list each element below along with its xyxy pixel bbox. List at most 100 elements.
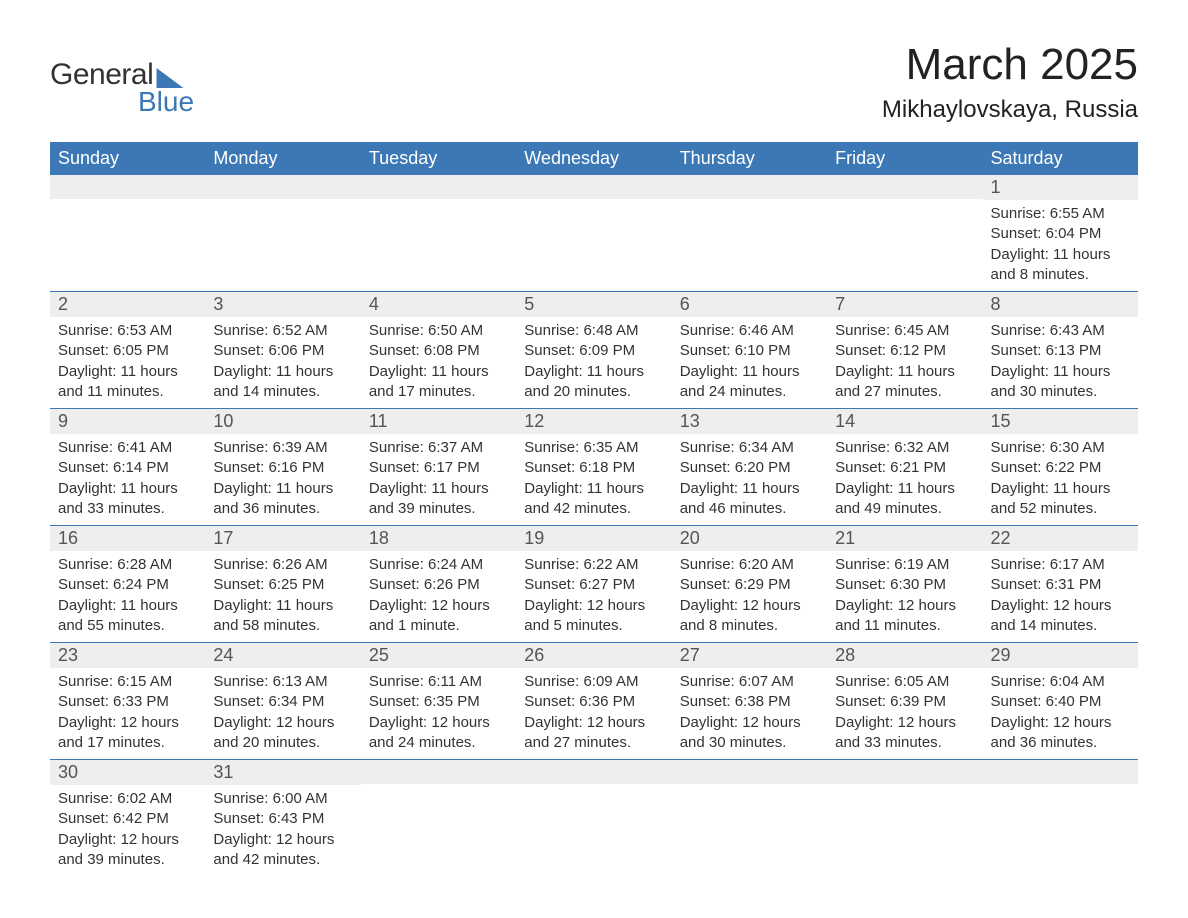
day-number: 24 [205,643,360,668]
calendar-day-cell: 21Sunrise: 6:19 AMSunset: 6:30 PMDayligh… [827,526,982,643]
day-details: Sunrise: 6:13 AMSunset: 6:34 PMDaylight:… [205,668,360,759]
day-number [672,175,827,199]
day-details: Sunrise: 6:39 AMSunset: 6:16 PMDaylight:… [205,434,360,525]
location-subtitle: Mikhaylovskaya, Russia [882,96,1138,124]
calendar-day-cell: 28Sunrise: 6:05 AMSunset: 6:39 PMDayligh… [827,643,982,760]
calendar-week-row: 2Sunrise: 6:53 AMSunset: 6:05 PMDaylight… [50,292,1138,409]
day-number: 14 [827,409,982,434]
day-number: 2 [50,292,205,317]
calendar-body: 1Sunrise: 6:55 AMSunset: 6:04 PMDaylight… [50,175,1138,876]
day-number: 13 [672,409,827,434]
calendar-day-cell: 24Sunrise: 6:13 AMSunset: 6:34 PMDayligh… [205,643,360,760]
day-number [827,175,982,199]
day-details: Sunrise: 6:37 AMSunset: 6:17 PMDaylight:… [361,434,516,525]
day-details: Sunrise: 6:28 AMSunset: 6:24 PMDaylight:… [50,551,205,642]
day-number [672,760,827,784]
day-number: 27 [672,643,827,668]
day-details: Sunrise: 6:55 AMSunset: 6:04 PMDaylight:… [983,200,1138,291]
day-details: Sunrise: 6:45 AMSunset: 6:12 PMDaylight:… [827,317,982,408]
day-details: Sunrise: 6:04 AMSunset: 6:40 PMDaylight:… [983,668,1138,759]
calendar-header-row: SundayMondayTuesdayWednesdayThursdayFrid… [50,142,1138,175]
day-details: Sunrise: 6:48 AMSunset: 6:09 PMDaylight:… [516,317,671,408]
calendar-day-cell: 12Sunrise: 6:35 AMSunset: 6:18 PMDayligh… [516,409,671,526]
day-number [516,760,671,784]
day-details [516,199,671,285]
day-number: 25 [361,643,516,668]
calendar-day-cell [672,175,827,292]
calendar-day-cell: 10Sunrise: 6:39 AMSunset: 6:16 PMDayligh… [205,409,360,526]
day-number: 4 [361,292,516,317]
weekday-header: Thursday [672,142,827,175]
day-details [361,199,516,285]
weekday-header: Saturday [983,142,1138,175]
calendar-day-cell: 25Sunrise: 6:11 AMSunset: 6:35 PMDayligh… [361,643,516,760]
calendar-week-row: 16Sunrise: 6:28 AMSunset: 6:24 PMDayligh… [50,526,1138,643]
logo: General Blue [50,58,194,118]
day-details: Sunrise: 6:50 AMSunset: 6:08 PMDaylight:… [361,317,516,408]
day-details: Sunrise: 6:52 AMSunset: 6:06 PMDaylight:… [205,317,360,408]
day-number [983,760,1138,784]
calendar-day-cell [50,175,205,292]
day-details: Sunrise: 6:05 AMSunset: 6:39 PMDaylight:… [827,668,982,759]
calendar-day-cell: 15Sunrise: 6:30 AMSunset: 6:22 PMDayligh… [983,409,1138,526]
day-details [827,784,982,870]
day-number: 30 [50,760,205,785]
day-number: 12 [516,409,671,434]
day-number [50,175,205,199]
page-title: March 2025 [882,40,1138,90]
day-details: Sunrise: 6:34 AMSunset: 6:20 PMDaylight:… [672,434,827,525]
calendar-day-cell: 2Sunrise: 6:53 AMSunset: 6:05 PMDaylight… [50,292,205,409]
calendar-week-row: 23Sunrise: 6:15 AMSunset: 6:33 PMDayligh… [50,643,1138,760]
calendar-day-cell [361,760,516,877]
day-details [672,784,827,870]
calendar-day-cell: 8Sunrise: 6:43 AMSunset: 6:13 PMDaylight… [983,292,1138,409]
day-details: Sunrise: 6:17 AMSunset: 6:31 PMDaylight:… [983,551,1138,642]
calendar-week-row: 30Sunrise: 6:02 AMSunset: 6:42 PMDayligh… [50,760,1138,877]
day-number: 21 [827,526,982,551]
day-number: 10 [205,409,360,434]
calendar-day-cell: 27Sunrise: 6:07 AMSunset: 6:38 PMDayligh… [672,643,827,760]
calendar-week-row: 9Sunrise: 6:41 AMSunset: 6:14 PMDaylight… [50,409,1138,526]
calendar-day-cell: 6Sunrise: 6:46 AMSunset: 6:10 PMDaylight… [672,292,827,409]
day-number: 9 [50,409,205,434]
day-details: Sunrise: 6:19 AMSunset: 6:30 PMDaylight:… [827,551,982,642]
day-details [827,199,982,285]
day-number: 31 [205,760,360,785]
day-details: Sunrise: 6:07 AMSunset: 6:38 PMDaylight:… [672,668,827,759]
day-details: Sunrise: 6:32 AMSunset: 6:21 PMDaylight:… [827,434,982,525]
header: General Blue March 2025 Mikhaylovskaya, … [50,40,1138,124]
calendar-day-cell: 31Sunrise: 6:00 AMSunset: 6:43 PMDayligh… [205,760,360,877]
calendar-day-cell: 19Sunrise: 6:22 AMSunset: 6:27 PMDayligh… [516,526,671,643]
day-details: Sunrise: 6:30 AMSunset: 6:22 PMDaylight:… [983,434,1138,525]
calendar-day-cell [361,175,516,292]
logo-text-blue: Blue [138,86,194,118]
day-number: 18 [361,526,516,551]
day-details: Sunrise: 6:02 AMSunset: 6:42 PMDaylight:… [50,785,205,876]
logo-top: General [50,58,194,92]
day-details: Sunrise: 6:15 AMSunset: 6:33 PMDaylight:… [50,668,205,759]
day-details [983,784,1138,870]
day-number: 17 [205,526,360,551]
calendar-day-cell: 11Sunrise: 6:37 AMSunset: 6:17 PMDayligh… [361,409,516,526]
day-details: Sunrise: 6:53 AMSunset: 6:05 PMDaylight:… [50,317,205,408]
title-block: March 2025 Mikhaylovskaya, Russia [882,40,1138,124]
day-number: 3 [205,292,360,317]
calendar-day-cell: 17Sunrise: 6:26 AMSunset: 6:25 PMDayligh… [205,526,360,643]
day-number: 20 [672,526,827,551]
calendar-week-row: 1Sunrise: 6:55 AMSunset: 6:04 PMDaylight… [50,175,1138,292]
calendar-day-cell: 30Sunrise: 6:02 AMSunset: 6:42 PMDayligh… [50,760,205,877]
day-number [205,175,360,199]
calendar-day-cell: 13Sunrise: 6:34 AMSunset: 6:20 PMDayligh… [672,409,827,526]
day-number: 7 [827,292,982,317]
weekday-header: Tuesday [361,142,516,175]
calendar-day-cell [827,760,982,877]
day-number [361,175,516,199]
calendar-day-cell: 14Sunrise: 6:32 AMSunset: 6:21 PMDayligh… [827,409,982,526]
calendar-day-cell: 7Sunrise: 6:45 AMSunset: 6:12 PMDaylight… [827,292,982,409]
calendar-day-cell: 22Sunrise: 6:17 AMSunset: 6:31 PMDayligh… [983,526,1138,643]
calendar-day-cell: 9Sunrise: 6:41 AMSunset: 6:14 PMDaylight… [50,409,205,526]
day-details: Sunrise: 6:46 AMSunset: 6:10 PMDaylight:… [672,317,827,408]
day-number [516,175,671,199]
calendar-table: SundayMondayTuesdayWednesdayThursdayFrid… [50,142,1138,876]
calendar-day-cell: 23Sunrise: 6:15 AMSunset: 6:33 PMDayligh… [50,643,205,760]
